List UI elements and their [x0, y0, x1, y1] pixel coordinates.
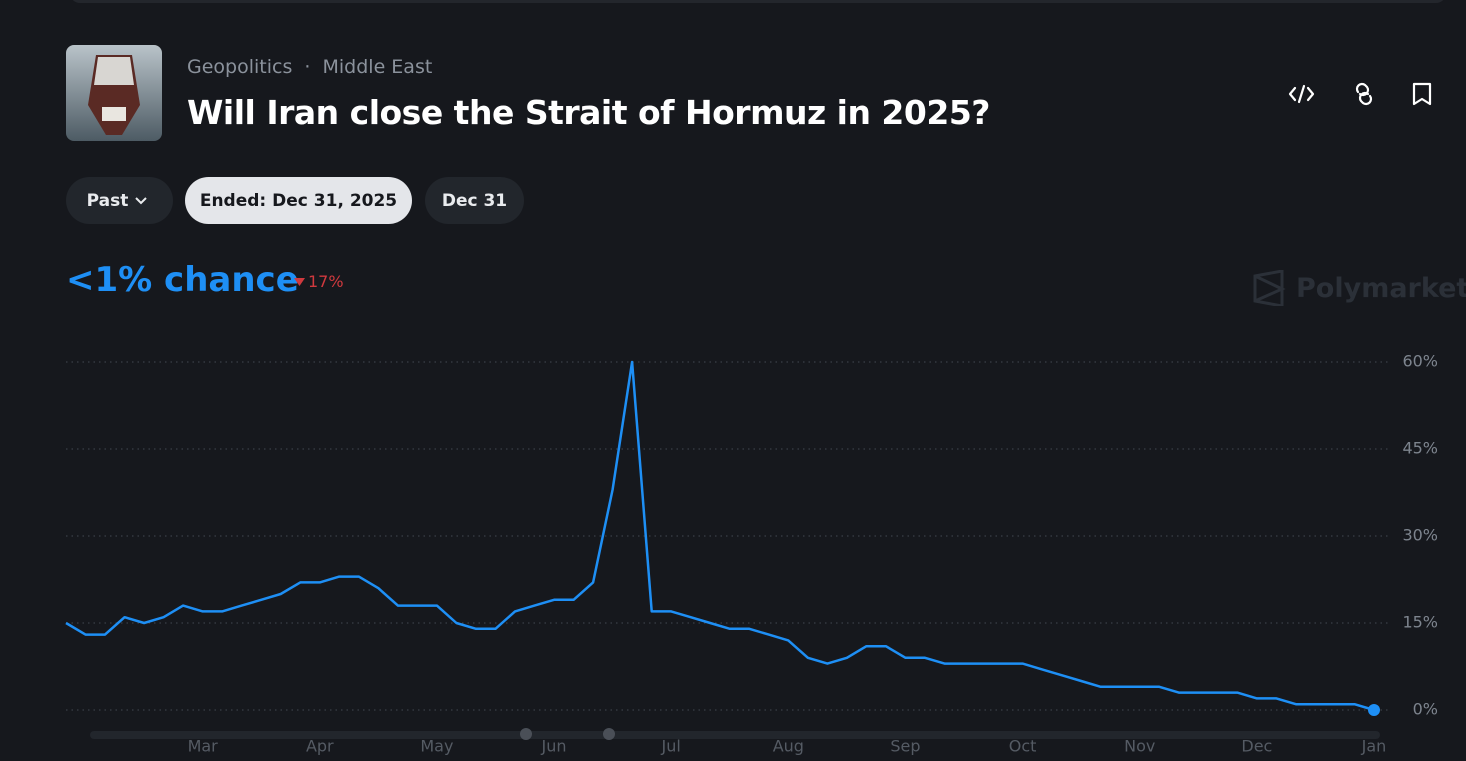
y-tick-label: 15%: [1402, 613, 1438, 632]
x-tick-label: May: [420, 737, 453, 756]
x-tick-label: Aug: [773, 737, 804, 756]
time-filter[interactable]: Past: [66, 177, 173, 224]
category-link[interactable]: Geopolitics: [187, 56, 293, 78]
category-link[interactable]: Middle East: [322, 56, 433, 78]
filter-label: Past: [86, 190, 129, 211]
date-filter[interactable]: Dec 31: [425, 177, 524, 224]
y-tick-label: 60%: [1402, 352, 1438, 371]
breadcrumb: Geopolitics · Middle East: [187, 56, 432, 78]
brand-name: Polymarket: [1296, 272, 1466, 304]
down-arrow: [294, 277, 305, 286]
x-tick-label: Dec: [1241, 737, 1272, 756]
price-line: [65, 360, 1375, 712]
market-image: [66, 45, 162, 141]
market-title: Will Iran close the Strait of Hormuz in …: [187, 93, 990, 132]
x-tick-label: Jun: [541, 737, 567, 756]
embed-button[interactable]: [1288, 84, 1315, 104]
ended-filter[interactable]: Ended: Dec 31, 2025: [185, 177, 412, 224]
copy-link-button[interactable]: [1355, 82, 1373, 106]
range-handle[interactable]: [603, 728, 615, 740]
x-tick-label: Jul: [661, 737, 681, 756]
card-edge: [70, 0, 1446, 3]
x-tick-label: Mar: [188, 737, 219, 756]
range-slider[interactable]: [90, 731, 1380, 739]
x-tick-label: Apr: [306, 737, 334, 756]
action-icons: [1288, 82, 1432, 106]
x-tick-label: Oct: [1009, 737, 1037, 756]
x-tick-label: Sep: [890, 737, 920, 756]
x-tick-label: Nov: [1124, 737, 1155, 756]
last-point: [1368, 704, 1380, 716]
y-tick-label: 0%: [1413, 700, 1438, 719]
y-tick-label: 30%: [1402, 526, 1438, 545]
range-handle[interactable]: [520, 728, 532, 740]
separator: ·: [304, 56, 311, 78]
chance-label: <1% chance: [66, 260, 299, 300]
watermark: Polymarket: [1252, 270, 1466, 306]
bookmark-button[interactable]: [1412, 82, 1432, 106]
change-value: 17%: [308, 272, 344, 291]
chance-change: 17%: [292, 272, 344, 291]
brand-logo: [1253, 270, 1286, 306]
y-tick-label: 45%: [1402, 439, 1438, 458]
chevron: [135, 196, 148, 204]
x-tick-label: Jan: [1361, 737, 1387, 756]
